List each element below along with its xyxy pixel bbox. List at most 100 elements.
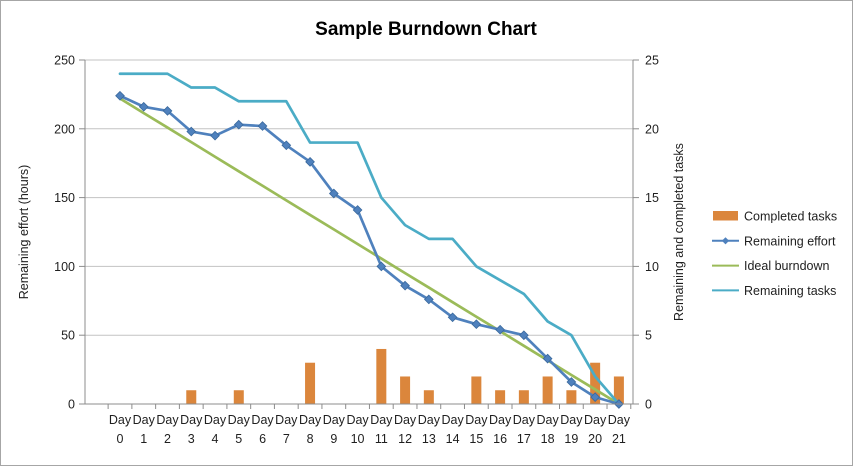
left-tick-label: 200	[54, 122, 75, 136]
bar-day-3	[186, 390, 197, 404]
x-label-word: Day	[394, 413, 417, 427]
x-label-word: Day	[608, 413, 631, 427]
axes	[79, 59, 639, 409]
bar-day-20	[590, 362, 601, 404]
line-remaining-effort	[115, 90, 624, 409]
marker-day-8	[305, 156, 315, 167]
line-ideal-burndown	[118, 97, 621, 406]
bar-day-8	[305, 362, 316, 404]
x-label-word: Day	[346, 413, 369, 427]
x-label-number: 4	[212, 432, 219, 446]
line-remaining-effort-path	[118, 94, 621, 406]
legend-entry-ideal-burndown: Ideal burndown	[712, 259, 830, 273]
left-tick-label: 0	[68, 398, 75, 412]
x-label-number: 16	[493, 432, 507, 446]
left-tick-label: 250	[54, 54, 75, 68]
x-label-word: Day	[299, 413, 322, 427]
x-label-number: 0	[117, 432, 124, 446]
legend-label: Completed tasks	[744, 210, 837, 224]
marker-day-5	[233, 119, 244, 130]
x-label-number: 15	[469, 432, 483, 446]
marker-day-10	[352, 205, 363, 215]
x-label-word: Day	[560, 413, 583, 427]
x-label-number: 9	[330, 432, 337, 446]
right-tick-label: 20	[645, 122, 659, 136]
x-label-number: 3	[188, 432, 195, 446]
x-label-number: 21	[612, 432, 626, 446]
x-label-number: 6	[259, 432, 266, 446]
marker-day-17	[519, 330, 529, 341]
x-label-number: 13	[422, 432, 436, 446]
bar-day-19	[566, 390, 577, 404]
marker-day-7	[281, 140, 292, 151]
marker-day-11	[376, 261, 387, 272]
x-label-word: Day	[489, 413, 512, 427]
marker-day-20	[590, 392, 601, 402]
marker-day-9	[328, 188, 339, 199]
gridlines	[85, 59, 633, 336]
x-label-word: Day	[109, 413, 132, 427]
x-label-number: 18	[541, 432, 555, 446]
bar-day-16	[495, 390, 506, 404]
x-label-number: 19	[564, 432, 578, 446]
x-label-word: Day	[537, 413, 560, 427]
x-label-word: Day	[275, 413, 298, 427]
x-label-number: 1	[140, 432, 147, 446]
line-remaining-tasks-path	[118, 72, 621, 406]
marker-day-1	[138, 101, 149, 112]
x-label-number: 11	[375, 432, 388, 446]
line-remaining-tasks	[118, 72, 621, 406]
x-label-word: Day	[323, 413, 346, 427]
marker-day-13	[423, 294, 434, 305]
bars-completed-tasks	[186, 348, 624, 404]
legend-entry-remaining-effort: Remaining effort	[712, 234, 836, 248]
bar-day-21	[613, 376, 624, 404]
x-label-number: 20	[588, 432, 602, 446]
marker-day-18	[542, 353, 553, 364]
bar-day-17	[518, 390, 529, 404]
x-label-number: 2	[164, 432, 171, 446]
legend: Completed tasks Remaining effort Ideal bur…	[712, 210, 837, 298]
right-tick-label: 15	[645, 191, 659, 205]
legend-entry-remaining-tasks: Remaining tasks	[712, 284, 836, 298]
marker-day-0	[115, 90, 125, 101]
x-label-word: Day	[133, 413, 156, 427]
x-label-number: 8	[307, 432, 314, 446]
legend-entry-completed-tasks: Completed tasks	[713, 210, 837, 224]
x-label-word: Day	[465, 413, 488, 427]
left-tick-label: 50	[61, 329, 75, 343]
left-tick-label: 100	[54, 260, 75, 274]
x-label-word: Day	[180, 413, 203, 427]
x-label-word: Day	[441, 413, 464, 427]
chart-title: Sample Burndown Chart	[315, 19, 537, 40]
legend-label: Remaining effort	[744, 234, 836, 248]
bar-day-5	[233, 390, 244, 404]
legend-swatch-bar	[713, 211, 738, 221]
left-tick-label: 150	[54, 191, 75, 205]
x-label-number: 10	[351, 432, 365, 446]
legend-label: Remaining tasks	[744, 284, 836, 298]
plot-area: 0501001502002500510152025Day0Day1Day2Day…	[54, 54, 837, 447]
x-label-number: 12	[398, 432, 412, 446]
right-tick-label: 0	[645, 398, 652, 412]
marker-day-16	[495, 324, 505, 335]
x-label-number: 7	[283, 432, 290, 446]
x-label-word: Day	[513, 413, 536, 427]
marker-day-15	[471, 319, 482, 330]
x-label-number: 5	[235, 432, 242, 446]
x-label-number: 17	[517, 432, 531, 446]
marker-day-3	[186, 126, 197, 137]
marker-day-4	[210, 130, 220, 141]
legend-label: Ideal burndown	[744, 259, 830, 273]
marker-day-14	[447, 312, 458, 323]
x-label-word: Day	[204, 413, 227, 427]
bar-day-13	[423, 390, 434, 404]
marker-day-12	[400, 280, 410, 291]
x-label-word: Day	[370, 413, 393, 427]
left-axis-tick-labels: 0 50 100 150 200 250	[54, 54, 75, 412]
x-label-word: Day	[418, 413, 441, 427]
bar-day-12	[400, 376, 411, 404]
x-label-word: Day	[156, 413, 179, 427]
